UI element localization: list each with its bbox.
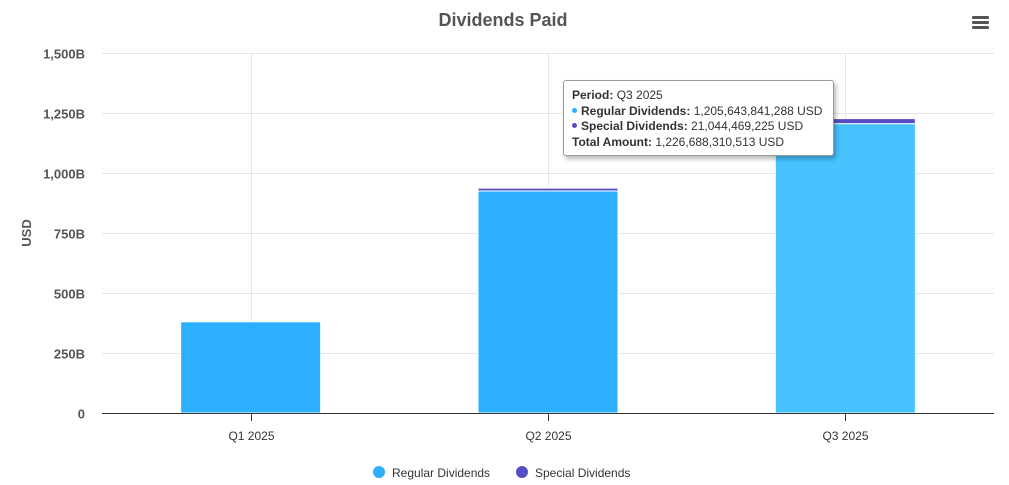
x-tick-label: Q1 2025 <box>228 429 274 443</box>
legend[interactable]: Regular Dividends Special Dividends <box>373 466 630 480</box>
legend-special-marker-icon[interactable] <box>516 466 528 478</box>
bar-regular-q1-2025[interactable] <box>180 321 322 414</box>
x-tick-label: Q2 2025 <box>525 429 571 443</box>
bar-regular-q2-2025[interactable] <box>477 190 619 414</box>
chart-title: Dividends Paid <box>438 10 567 30</box>
tooltip: Period: Q3 2025 Regular Dividends: 1,205… <box>563 80 834 156</box>
bars <box>180 118 916 414</box>
tooltip-special: Special Dividends: 21,044,469,225 USD <box>572 119 825 135</box>
bar-regular-q3-2025[interactable] <box>774 123 916 414</box>
bar-special-q2-2025[interactable] <box>477 187 619 192</box>
legend-special-label[interactable]: Special Dividends <box>535 466 630 480</box>
y-tick-label: 500B <box>54 287 85 302</box>
hamburger-menu-icon[interactable] <box>968 10 994 34</box>
y-tick-label: 1,250B <box>43 107 85 122</box>
y-tick-label: 750B <box>54 227 85 242</box>
regular-dot-icon <box>572 107 577 113</box>
x-tick-label: Q3 2025 <box>822 429 868 443</box>
y-tick-label: 250B <box>54 347 85 362</box>
y-tick-label: 1,000B <box>43 167 85 182</box>
special-dot-icon <box>572 123 577 128</box>
axes: 0 250B 500B 750B 1,000B 1,250B 1,500B Q1 2025 Q2… <box>43 47 994 443</box>
tooltip-regular: Regular Dividends: 1,205,643,841,288 USD <box>572 104 825 120</box>
y-axis-label: USD <box>19 219 34 246</box>
tooltip-period: Period: Q3 2025 <box>572 88 663 102</box>
y-tick-label: 1,500B <box>43 47 85 62</box>
tooltip-total: Total Amount: 1,226,688,310,513 USD <box>572 134 785 149</box>
legend-regular-marker-icon[interactable] <box>373 466 385 478</box>
y-tick-label: 0 <box>78 407 85 422</box>
legend-regular-label[interactable]: Regular Dividends <box>392 466 490 480</box>
